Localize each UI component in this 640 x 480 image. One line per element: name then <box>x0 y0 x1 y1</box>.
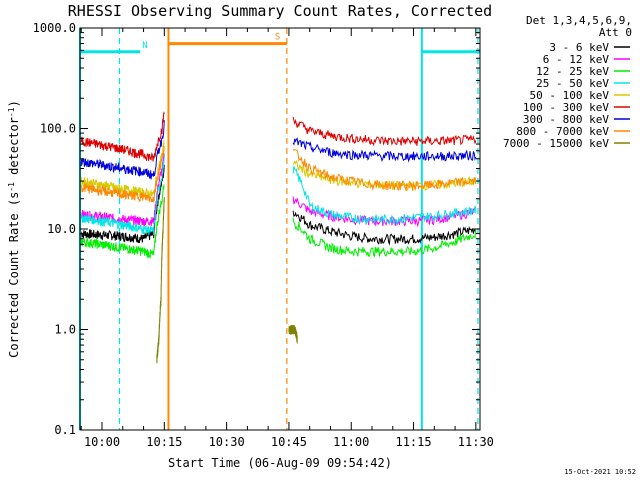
y-tick-label: 100.0 <box>40 122 76 136</box>
y-tick-label: 0.1 <box>54 423 76 437</box>
legend-label: 25 - 50 keV <box>536 77 609 90</box>
series-line <box>80 120 165 180</box>
timestamp-footer: 15-Oct-2021 10:52 <box>564 468 636 476</box>
y-tick-label: 1.0 <box>54 323 76 337</box>
series-line <box>288 324 298 344</box>
legend-header: Det 1,3,4,5,6,9,Att 0 <box>526 14 632 39</box>
interval-label: S <box>275 33 280 43</box>
legend-label: 3 - 6 keV <box>549 41 609 54</box>
x-tick-label: 11:00 <box>333 435 369 449</box>
y-tick-label: 10.0 <box>47 222 76 236</box>
series-line <box>156 197 165 364</box>
legend-label: 800 - 7000 keV <box>516 125 609 138</box>
interval-label: N <box>142 41 147 51</box>
chart-title: RHESSI Observing Summary Count Rates, Co… <box>68 2 492 20</box>
series-line <box>292 210 477 246</box>
series-line <box>292 165 477 226</box>
series-line <box>80 154 165 236</box>
legend-label: 100 - 300 keV <box>523 101 609 114</box>
x-axis-ticks: 10:00 10:15 10:30 10:45 11:00 11:15 11:30 <box>80 28 494 449</box>
x-tick-label: 11:30 <box>458 435 494 449</box>
series-line <box>292 137 477 163</box>
legend-label: 300 - 800 keV <box>523 113 609 126</box>
series-line <box>80 152 165 227</box>
legend-label: 7000 - 15000 keV <box>503 137 609 150</box>
series-line <box>292 217 477 258</box>
legend-label: 6 - 12 keV <box>543 53 610 66</box>
y-axis-ticks: 1000.0 100.0 10.0 1.0 0.1 <box>33 21 480 437</box>
x-axis-label: Start Time (06-Aug-09 09:54:42) <box>168 456 392 470</box>
series-line <box>80 111 165 162</box>
plot-frame <box>79 27 481 431</box>
y-tick-label: 1000.0 <box>33 21 76 35</box>
interval-bars: SN <box>80 33 480 54</box>
legend-label: 12 - 25 keV <box>536 65 609 78</box>
x-tick-label: 11:15 <box>395 435 431 449</box>
data-series <box>80 111 477 364</box>
x-tick-label: 10:30 <box>209 435 245 449</box>
series-line <box>292 196 477 228</box>
series-line <box>292 116 477 147</box>
series-line <box>80 164 165 244</box>
legend-header-line: Att 0 <box>599 26 632 39</box>
series-line <box>80 184 165 260</box>
x-tick-label: 10:00 <box>84 435 120 449</box>
x-tick-label: 10:45 <box>271 435 307 449</box>
x-tick-label: 10:15 <box>146 435 182 449</box>
series-line <box>292 149 477 191</box>
legend-label: 50 - 100 keV <box>530 89 610 102</box>
legend-header-line: Det 1,3,4,5,6,9, <box>526 14 632 27</box>
y-axis-label: Corrected Count Rate (s-1 detector-1) <box>7 100 22 358</box>
series-line <box>80 146 165 203</box>
